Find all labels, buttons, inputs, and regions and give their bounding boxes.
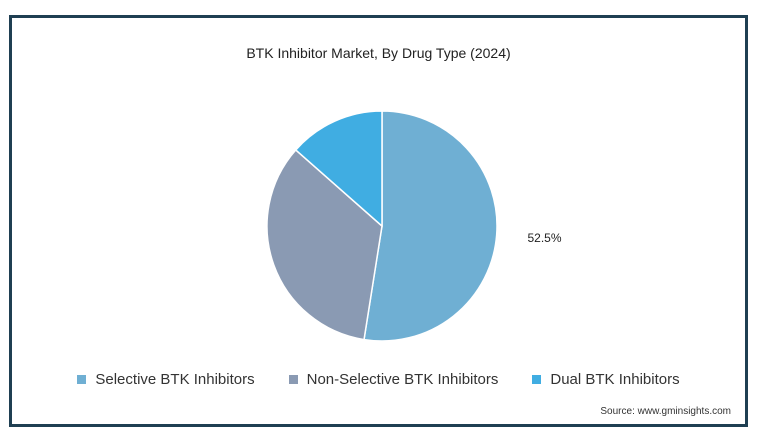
legend-label: Selective BTK Inhibitors — [95, 371, 255, 388]
slice-data-label-1: 52.5% — [527, 231, 561, 245]
source-note: Source: www.gminsights.com — [600, 406, 731, 417]
legend-label: Non-Selective BTK Inhibitors — [306, 371, 499, 388]
legend-swatch — [532, 375, 542, 384]
pie-slice-1 — [363, 110, 498, 342]
legend-item-2: Non-Selective BTK Inhibitors — [288, 371, 499, 388]
pie-chart: 52.5% — [266, 110, 562, 342]
legend-swatch — [77, 375, 87, 384]
legend-item-3: Dual BTK Inhibitors — [532, 371, 680, 388]
legend-swatch — [288, 375, 298, 384]
chart-legend: Selective BTK Inhibitors Non-Selective BT… — [12, 371, 745, 388]
legend-item-1: Selective BTK Inhibitors — [77, 371, 255, 388]
pie-slice-3 — [294, 110, 383, 228]
pie-slice-2 — [266, 148, 383, 341]
chart-title: BTK Inhibitor Market, By Drug Type (2024… — [246, 45, 511, 61]
legend-label: Dual BTK Inhibitors — [550, 371, 680, 388]
chart-frame: BTK Inhibitor Market, By Drug Type (2024… — [9, 15, 748, 427]
